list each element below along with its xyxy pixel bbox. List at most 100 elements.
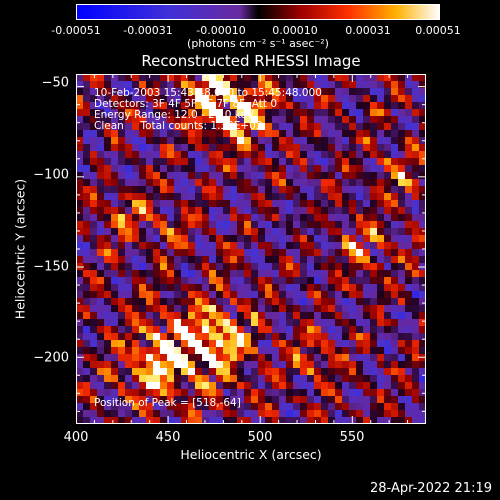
heatmap-cell [139, 403, 147, 411]
heatmap-cell [377, 305, 385, 313]
heatmap-cell [265, 347, 273, 355]
heatmap-cell [244, 214, 252, 222]
heatmap-cell [307, 368, 315, 376]
heatmap-cell [419, 228, 426, 236]
heatmap-cell [160, 214, 168, 222]
heatmap-cell [118, 361, 126, 369]
heatmap-cell [384, 123, 392, 131]
heatmap-cell [363, 298, 371, 306]
heatmap-cell [153, 221, 161, 229]
heatmap-cell [300, 277, 308, 285]
heatmap-cell [230, 326, 238, 334]
heatmap-cell [300, 200, 308, 208]
heatmap-cell [321, 284, 329, 292]
heatmap-cell [230, 410, 238, 418]
heatmap-cell [419, 221, 426, 229]
heatmap-cell [125, 221, 133, 229]
heatmap-cell [139, 88, 147, 96]
heatmap-cell [125, 144, 133, 152]
heatmap-cell [279, 284, 287, 292]
heatmap-cell [83, 270, 91, 278]
heatmap-cell [125, 270, 133, 278]
heatmap-cell [300, 396, 308, 404]
heatmap-cell [370, 368, 378, 376]
heatmap-cell [202, 95, 210, 103]
heatmap-cell [265, 284, 273, 292]
heatmap-cell [391, 172, 399, 180]
heatmap-cell [335, 284, 343, 292]
heatmap-cell [419, 242, 426, 250]
heatmap-cell [279, 116, 287, 124]
heatmap-cell [405, 165, 413, 173]
heatmap-cell [111, 291, 119, 299]
heatmap-cell [251, 361, 259, 369]
heatmap-cell [111, 354, 119, 362]
heatmap-cell [335, 242, 343, 250]
heatmap-cell [335, 333, 343, 341]
heatmap-cell [328, 319, 336, 327]
heatmap-cell [328, 410, 336, 418]
heatmap-cell [139, 382, 147, 390]
heatmap-cell [419, 347, 426, 355]
heatmap-cell [419, 186, 426, 194]
heatmap-cell [237, 270, 245, 278]
heatmap-cell [405, 151, 413, 159]
heatmap-cell [188, 74, 196, 82]
heatmap-cell [132, 277, 140, 285]
heatmap-cell [223, 207, 231, 215]
heatmap-cell [209, 298, 217, 306]
heatmap-cell [104, 228, 112, 236]
heatmap-cell [139, 354, 147, 362]
heatmap-cell [398, 263, 406, 271]
heatmap-cell [83, 165, 91, 173]
heatmap-cell [139, 235, 147, 243]
heatmap-cell [188, 277, 196, 285]
heatmap-cell [391, 361, 399, 369]
heatmap-cell [321, 354, 329, 362]
heatmap-cell [279, 165, 287, 173]
heatmap-cell [167, 88, 175, 96]
heatmap-cell [314, 165, 322, 173]
heatmap-cell [342, 375, 350, 383]
heatmap-cell [139, 172, 147, 180]
heatmap-cell [335, 312, 343, 320]
heatmap-cell [132, 95, 140, 103]
heatmap-cell [97, 417, 105, 424]
heatmap-cell [258, 319, 266, 327]
heatmap-cell [293, 221, 301, 229]
heatmap-cell [146, 109, 154, 117]
heatmap-cell [111, 116, 119, 124]
heatmap-cell [195, 382, 203, 390]
heatmap-cell [342, 235, 350, 243]
heatmap-cell [419, 193, 426, 201]
heatmap-cell [83, 354, 91, 362]
heatmap-cell [314, 151, 322, 159]
heatmap-cell [349, 361, 357, 369]
heatmap-cell [153, 193, 161, 201]
heatmap-cell [251, 235, 259, 243]
heatmap-cell [195, 151, 203, 159]
heatmap-cell [307, 396, 315, 404]
heatmap-cell [237, 81, 245, 89]
heatmap-cell [209, 256, 217, 264]
heatmap-cell [356, 396, 364, 404]
heatmap-cell [258, 137, 266, 145]
heatmap-cell [349, 116, 357, 124]
heatmap-cell [202, 179, 210, 187]
heatmap-cell [356, 389, 364, 397]
heatmap-cell [146, 340, 154, 348]
heatmap-cell [230, 333, 238, 341]
heatmap-cell [90, 375, 98, 383]
heatmap-cell [293, 270, 301, 278]
heatmap-cell [76, 102, 84, 110]
heatmap-cell [377, 256, 385, 264]
heatmap-cell [90, 410, 98, 418]
heatmap-cell [104, 235, 112, 243]
heatmap-cell [160, 172, 168, 180]
heatmap-cell [167, 74, 175, 82]
heatmap-cell [363, 179, 371, 187]
heatmap-cell [237, 221, 245, 229]
heatmap-cell [97, 375, 105, 383]
heatmap-cell [279, 179, 287, 187]
heatmap-cell [202, 88, 210, 96]
